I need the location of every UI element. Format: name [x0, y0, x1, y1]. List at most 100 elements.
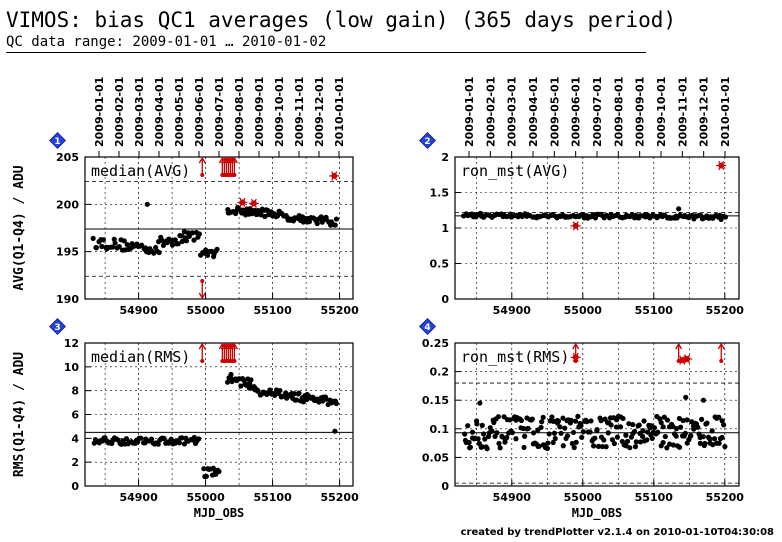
data-point	[700, 397, 707, 403]
data-point	[109, 244, 116, 250]
data-point	[521, 433, 528, 439]
y-tick-label: 6	[71, 409, 79, 422]
data-point	[214, 246, 220, 252]
data-point	[489, 428, 495, 434]
data-point	[539, 419, 545, 425]
y-tick-label: 1	[441, 222, 449, 235]
y-tick-label: 0	[71, 480, 79, 493]
data-point	[176, 440, 183, 446]
data-point	[676, 444, 683, 450]
data-point	[651, 425, 658, 431]
data-point	[655, 429, 661, 435]
data-point	[626, 421, 632, 427]
data-point	[475, 436, 481, 442]
data-point	[161, 435, 167, 442]
data-point	[296, 390, 302, 396]
data-point	[697, 440, 703, 446]
data-point	[255, 388, 261, 394]
panel-badge-icon	[49, 132, 66, 149]
data-point	[702, 440, 708, 447]
data-point	[620, 415, 626, 422]
date-tick-label: 2009-11-01	[676, 77, 689, 147]
y-tick-label: 200	[56, 198, 79, 211]
date-tick-label: 2009-07-01	[591, 77, 604, 147]
x-tick-label: 54900	[119, 491, 158, 504]
date-tick-label: 2009-02-01	[484, 77, 497, 147]
data-point	[291, 391, 297, 397]
data-point	[683, 394, 689, 400]
y-tick-label: 195	[56, 246, 79, 259]
data-point	[216, 468, 222, 475]
data-point	[179, 435, 185, 441]
data-point	[644, 437, 650, 443]
data-point	[552, 435, 558, 442]
arrow-base	[573, 359, 578, 363]
date-tick-label: 2009-03-01	[506, 77, 519, 147]
data-point	[627, 445, 633, 451]
data-point	[166, 440, 172, 446]
arrow-base	[719, 359, 724, 363]
data-point	[144, 201, 150, 207]
data-point	[710, 442, 716, 448]
data-point	[573, 439, 579, 445]
date-tick-label: 2009-12-01	[698, 77, 711, 147]
panel-badge-number: 4	[424, 323, 430, 333]
y-tick-label: 10	[64, 361, 80, 374]
panel-label: ron_mst(AVG)	[461, 162, 569, 180]
data-point	[632, 444, 639, 450]
data-point	[465, 423, 471, 429]
data-point	[536, 443, 542, 449]
x-tick-label: 55000	[564, 491, 603, 504]
y-tick-label: 0.15	[422, 394, 449, 407]
x-tick-label: 55000	[186, 304, 225, 317]
data-point	[584, 419, 590, 425]
data-point	[196, 231, 203, 237]
y-tick-label: 12	[64, 337, 79, 350]
y-tick-label: 0.2	[430, 366, 450, 379]
date-tick-label: 2009-07-01	[213, 77, 226, 147]
data-point	[272, 392, 278, 399]
data-point	[482, 436, 488, 442]
data-point	[605, 430, 611, 436]
data-point	[191, 237, 197, 243]
data-point	[631, 428, 638, 435]
data-point	[613, 424, 619, 430]
arrow-head	[230, 156, 238, 164]
data-point	[314, 220, 320, 227]
arrow-base	[200, 173, 205, 177]
data-point	[169, 242, 175, 248]
x-tick-label: 54900	[493, 491, 532, 504]
data-point	[664, 417, 671, 423]
date-tick-label: 2009-08-01	[233, 77, 246, 147]
data-point	[474, 421, 480, 427]
data-point	[595, 443, 602, 449]
data-point	[538, 424, 544, 431]
data-point	[617, 424, 624, 430]
data-point	[623, 432, 629, 438]
data-point	[609, 437, 615, 443]
data-point	[691, 426, 697, 432]
data-point	[578, 423, 584, 429]
data-point	[332, 222, 338, 228]
data-point	[673, 433, 679, 439]
x-axis-label: MJD_OBS	[194, 506, 245, 521]
x-tick-label: 55100	[635, 304, 674, 317]
data-point	[549, 414, 555, 420]
data-point	[172, 237, 178, 243]
data-point	[591, 443, 597, 449]
y-tick-label: 8	[71, 385, 79, 398]
data-point	[502, 439, 508, 445]
data-point	[564, 433, 571, 439]
data-point	[555, 418, 562, 424]
date-tick-label: 2009-01-01	[463, 77, 476, 147]
data-point	[719, 434, 725, 441]
data-point	[677, 424, 684, 430]
data-point	[469, 429, 476, 435]
date-tick-label: 2009-05-01	[173, 77, 186, 147]
data-point	[99, 243, 105, 250]
data-point	[633, 439, 639, 445]
data-point	[529, 416, 535, 422]
data-point	[121, 238, 127, 244]
x-tick-label: 55200	[320, 304, 359, 317]
